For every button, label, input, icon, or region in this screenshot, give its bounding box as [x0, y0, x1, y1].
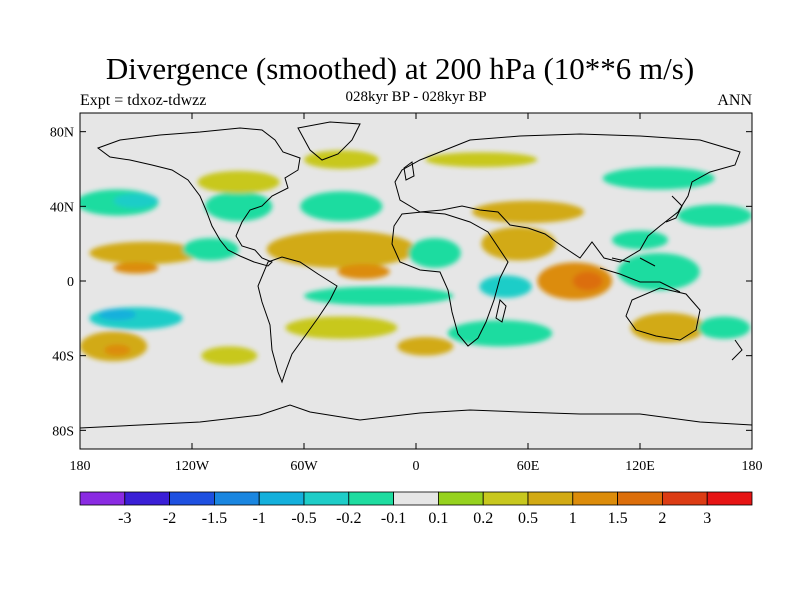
coast-new-zealand: [731, 339, 743, 361]
experiment-label: Expt = tdxoz-tdwzz: [80, 92, 207, 109]
lat-tick-label-1: 40N: [50, 200, 74, 215]
colorbar-label-12: 2: [658, 510, 666, 527]
anomaly-region-5: [197, 170, 280, 194]
lon-tick-label-4: 60E: [517, 459, 540, 474]
colorbar: -3 -2 -1.5 -1 -0.5 -0.2 -0.1 0.1 0.2 0.5 1 1.5 2 3: [79, 491, 753, 527]
season-label: ANN: [717, 92, 752, 109]
colorbar-label-9: 0.5: [518, 510, 538, 527]
colorbar-label-5: -0.2: [336, 510, 361, 527]
anomaly-region-26: [479, 275, 532, 298]
colorbar-swatch-5: [303, 491, 350, 506]
colorbar-label-13: 3: [703, 510, 711, 527]
colorbar-swatch-9: [482, 491, 529, 506]
colorbar-label-10: 1: [569, 510, 577, 527]
coast-uk: [403, 161, 415, 181]
lon-tick-label-6: 180: [742, 459, 763, 474]
colorbar-label-11: 1.5: [608, 510, 628, 527]
anomaly-region-7: [425, 152, 538, 168]
anomaly-region-6: [304, 150, 379, 170]
colorbar-swatch-6: [348, 491, 394, 506]
anomaly-region-12: [182, 238, 239, 261]
colorbar-swatch-0: [79, 491, 126, 506]
colorbar-swatch-12: [617, 491, 663, 506]
colorbar-label-2: -1.5: [202, 510, 227, 527]
anomaly-region-10: [89, 241, 202, 265]
anomaly-region-21: [89, 307, 183, 330]
colorbar-swatch-2: [169, 491, 215, 506]
anomaly-region-3: [300, 191, 383, 222]
coastlines: [80, 121, 752, 429]
lat-tick-label-4: 80S: [52, 424, 74, 439]
colorbar-label-4: -0.5: [291, 510, 316, 527]
anomaly-region-2: [205, 191, 273, 222]
anomaly-region-9: [677, 204, 752, 227]
colorbar-swatch-10: [527, 491, 574, 506]
anomaly-region-28: [447, 320, 553, 347]
anomaly-region-20: [612, 230, 668, 250]
coast-japan: [665, 195, 683, 223]
colorbar-label-1: -2: [163, 510, 176, 527]
anomaly-region-19: [617, 252, 700, 291]
colorbar-label-6: -0.1: [381, 510, 406, 527]
latitude-axis: 80N 40N 0 40S 80S: [50, 126, 752, 439]
anomaly-region-11: [113, 262, 159, 274]
lat-tick-label-2: 0: [67, 275, 74, 290]
anomaly-region-14: [337, 264, 390, 280]
coast-madagascar: [495, 299, 507, 323]
anomaly-region-13: [266, 230, 416, 268]
anomaly-region-15: [408, 238, 461, 268]
colorbar-swatch-11: [572, 491, 618, 506]
colorbar-swatch-7: [393, 491, 439, 506]
anomaly-region-1: [113, 193, 159, 209]
anomaly-region-8: [602, 167, 715, 190]
anomaly-region-24: [104, 344, 131, 356]
colorbar-label-8: 0.2: [473, 510, 493, 527]
colorbar-label-7: 0.1: [428, 510, 448, 527]
colorbar-swatch-1: [124, 491, 171, 506]
coast-greenland: [297, 121, 361, 161]
anomaly-region-18: [572, 271, 603, 291]
colorbar-label-0: -3: [118, 510, 131, 527]
anomaly-region-16: [481, 226, 556, 261]
anomaly-field: [80, 150, 752, 365]
colorbar-label-3: -1: [253, 510, 266, 527]
longitude-axis: 180 120W 60W 0 60E 120E 180: [70, 113, 763, 474]
coast-north-america: [96, 127, 301, 267]
colorbar-swatch-13: [662, 491, 708, 506]
colorbar-swatch-3: [213, 491, 260, 506]
anomaly-region-32: [201, 346, 258, 365]
coast-africa: [391, 211, 509, 347]
coast-antarctica: [80, 404, 752, 429]
colorbar-swatch-8: [437, 491, 484, 506]
coast-australia: [625, 287, 701, 341]
anomaly-region-30: [697, 316, 751, 339]
lat-tick-label-0: 80N: [50, 126, 74, 141]
plot-title: Divergence (smoothed) at 200 hPa (10**6 …: [105, 51, 695, 86]
coast-indonesia: [599, 257, 681, 293]
anomaly-region-29: [630, 312, 706, 343]
anomaly-region-4: [472, 200, 584, 224]
colorbar-swatch-14: [706, 491, 753, 506]
plot-subtitle: 028kyr BP - 028kyr BP: [345, 89, 487, 105]
lon-tick-label-2: 60W: [290, 459, 318, 474]
lon-tick-label-3: 0: [413, 459, 420, 474]
anomaly-region-31: [397, 337, 454, 356]
anomaly-region-22: [98, 309, 136, 321]
anomaly-region-27: [285, 316, 398, 339]
colorbar-swatch-4: [258, 491, 305, 506]
coast-eurasia: [394, 133, 741, 263]
lon-tick-label-0: 180: [70, 459, 91, 474]
coast-south-america: [257, 256, 338, 384]
anomaly-region-25: [304, 286, 454, 306]
lon-tick-label-1: 120W: [175, 459, 210, 474]
lon-tick-label-5: 120E: [625, 459, 655, 474]
lat-tick-label-3: 40S: [52, 350, 74, 365]
